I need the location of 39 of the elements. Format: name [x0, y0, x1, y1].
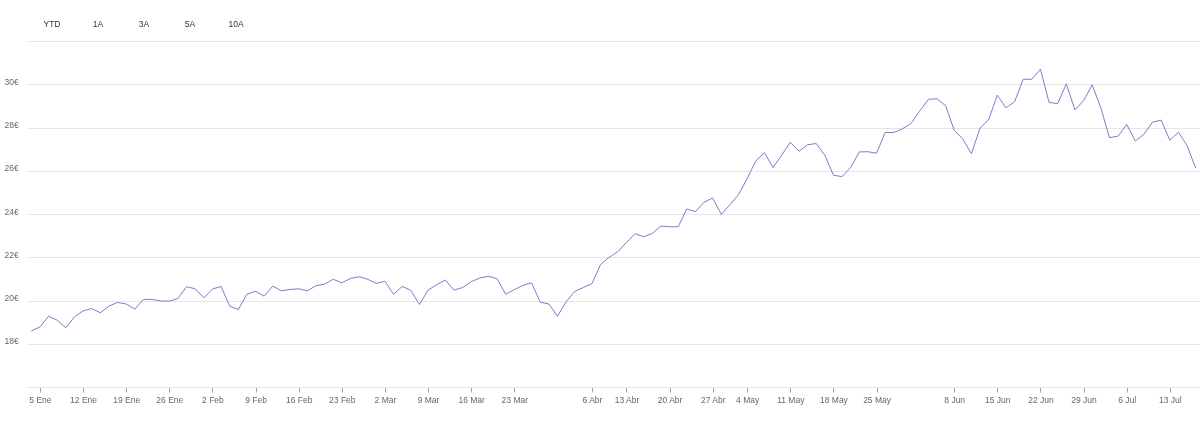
text: 5A [184, 19, 196, 29]
x-tick-label: 15 Jun [985, 394, 1011, 405]
y-tick-label: 28€ [4, 120, 19, 130]
x-tick-label: 11 May [777, 394, 806, 405]
x-tick-label: 13 Abr [614, 394, 640, 405]
text: YTD [43, 19, 61, 29]
x-tick-label: 23 Mar [501, 394, 529, 405]
x-tick-label: 25 May [863, 394, 892, 405]
x-tick-label: 16 Feb [285, 394, 313, 405]
x-tick-label: 27 Abr [700, 394, 726, 405]
x-tick-label: 23 Feb [329, 394, 356, 405]
y-tick-label: 24€ [4, 206, 19, 217]
x-tick-label: 6 Abr [582, 394, 603, 405]
text: 1A [92, 19, 104, 29]
y-tick-label: 18€ [4, 336, 19, 347]
x-tick-label: 18 May [820, 394, 849, 405]
x-tick-label: 13 Jul [1158, 394, 1182, 405]
x-tick-label: 29 Jun [1071, 394, 1098, 405]
line-series [30, 68, 1197, 332]
y-tick-label: 20€ [4, 293, 19, 303]
x-tick-label: 5 Ene [29, 394, 52, 405]
x-tick-label: 9 Mar [417, 394, 440, 405]
x-tick-label: 8 Jun [944, 394, 966, 405]
y-tick-label: 30€ [4, 76, 19, 87]
x-tick-label: 2 Feb [202, 394, 225, 405]
x-tick-label: 9 Feb [245, 394, 268, 405]
x-tick-label: 6 Jul [1118, 394, 1137, 405]
x-tick-label: 16 Mar [458, 394, 486, 405]
x-tick-label: 2 Mar [374, 394, 397, 405]
y-tick-label: 22€ [4, 249, 19, 260]
x-tick-label: 4 May [736, 394, 761, 405]
x-tick-label: 22 Jun [1028, 394, 1054, 405]
x-tick-label: 12 Ene [70, 394, 98, 405]
text: 3A [138, 19, 150, 29]
x-tick-label: 26 Ene [156, 394, 184, 405]
text: 10A [228, 19, 244, 29]
x-tick-label: 20 Abr [657, 394, 683, 405]
y-tick-label: 26€ [4, 163, 19, 174]
x-tick-label: 19 Ene [113, 394, 141, 405]
